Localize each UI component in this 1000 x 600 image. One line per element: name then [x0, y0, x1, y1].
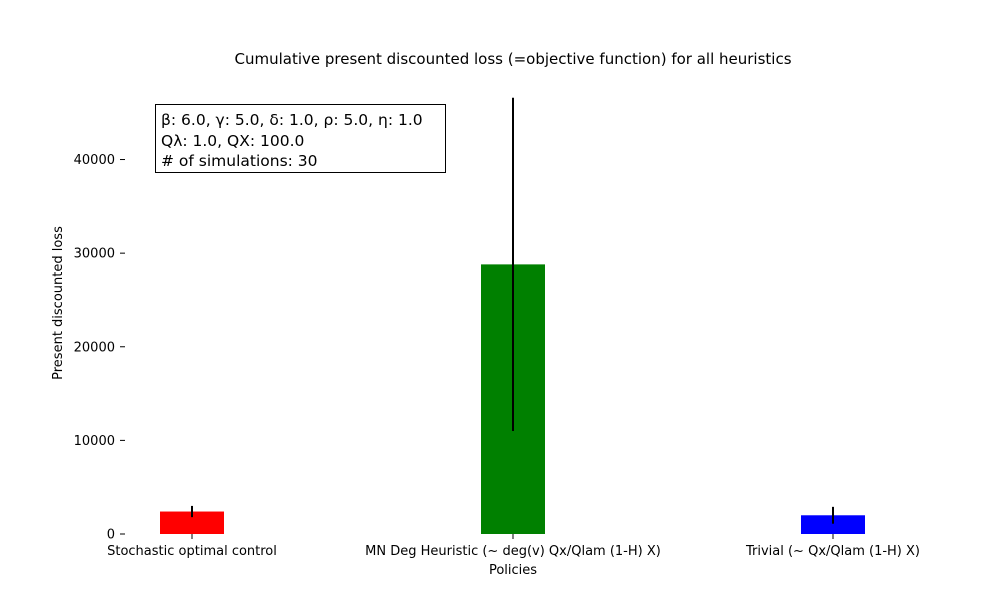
x-tick-label: Trivial (~ Qx/Qlam (1-H) X)	[745, 544, 920, 559]
y-axis-label: Present discounted loss	[51, 226, 66, 380]
parameters-annotation-box: β: 6.0, γ: 5.0, δ: 1.0, ρ: 5.0, η: 1.0 Q…	[155, 104, 446, 173]
y-tick-label: 40000	[74, 153, 115, 168]
x-tick-label: Stochastic optimal control	[107, 544, 277, 559]
y-tick-label: 20000	[74, 340, 115, 355]
x-tick-label: MN Deg Heuristic (~ deg(v) Qx/Qlam (1-H)…	[365, 544, 661, 559]
y-tick-label: 30000	[74, 247, 115, 262]
bar-3	[801, 515, 865, 534]
parameters-line: β: 6.0, γ: 5.0, δ: 1.0, ρ: 5.0, η: 1.0	[161, 111, 423, 129]
y-tick-label: 0	[107, 528, 115, 543]
x-axis-label: Policies	[489, 563, 537, 578]
chart-title: Cumulative present discounted loss (=obj…	[234, 50, 791, 68]
error-bars	[191, 97, 834, 524]
x-axis: Stochastic optimal control MN Deg Heurist…	[107, 534, 920, 559]
y-axis: 0 10000 20000 30000 40000	[74, 153, 125, 543]
bar-1	[160, 511, 224, 534]
y-tick-label: 10000	[74, 434, 115, 449]
weights-line: Qλ: 1.0, QX: 100.0	[161, 131, 305, 150]
simulations-count-line: # of simulations: 30	[161, 152, 318, 170]
